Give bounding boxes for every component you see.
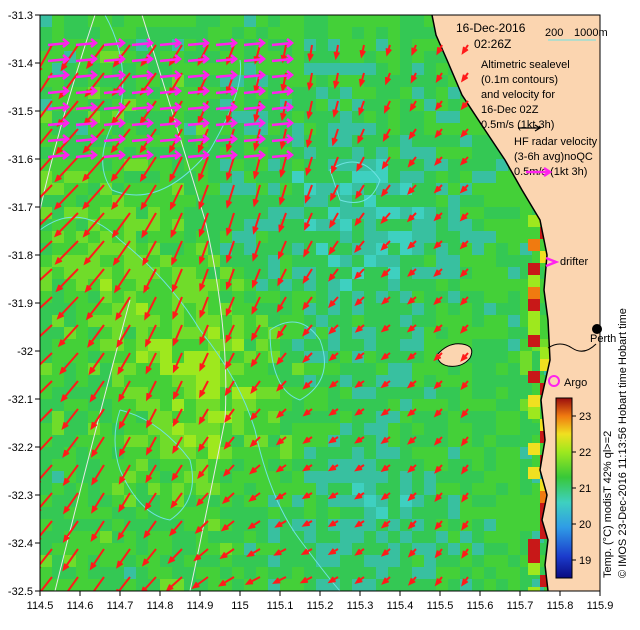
legend-argo: Argo bbox=[564, 377, 587, 389]
legend-altimetry-line-2: (0.1m contours) bbox=[481, 74, 558, 86]
x-tick-label: 114.5 bbox=[27, 600, 54, 612]
y-tick-label: -31.9 bbox=[8, 298, 33, 310]
y-tick-label: -31.4 bbox=[8, 58, 33, 70]
argo-marker bbox=[548, 375, 560, 387]
place-hobart-time: Hobart time bbox=[617, 308, 629, 365]
colorbar-tick-label: 20 bbox=[579, 519, 591, 531]
legend-hf-line-2: (3-6h avg)noQC bbox=[514, 151, 593, 163]
legend-altimetry-line-4: 16-Dec 02Z bbox=[481, 104, 539, 116]
x-axis: 114.5 114.6 114.7 114.8 114.9 115 115.1 115.2 11… bbox=[27, 591, 614, 612]
x-tick-label: 115.7 bbox=[507, 600, 534, 612]
colorbar-tick-label: 19 bbox=[579, 555, 591, 567]
colorbar-tick-label: 21 bbox=[579, 483, 591, 495]
legend: Altimetric sealevel (0.1m contours) and … bbox=[481, 59, 598, 389]
x-tick-label: 115.6 bbox=[467, 600, 494, 612]
legend-altimetry-line-5: 0.5m/s (1kt 3h) bbox=[481, 119, 554, 131]
x-tick-label: 115.9 bbox=[587, 600, 614, 612]
y-tick-label: -31.7 bbox=[8, 202, 33, 214]
y-tick-label: -32.2 bbox=[8, 442, 33, 454]
y-tick-label: -32.3 bbox=[8, 490, 33, 502]
colorbar-caption: Temp. (°C) modisT 42% ql>=2 bbox=[602, 431, 614, 578]
x-tick-label: 115.3 bbox=[347, 600, 374, 612]
map-date: 16-Dec-2016 bbox=[456, 21, 526, 35]
y-tick-label: -32 bbox=[17, 346, 33, 358]
credit-text: © IMOS 23-Dec-2016 11:13:56 Hobart time bbox=[617, 367, 629, 578]
legend-altimetry-line-1: Altimetric sealevel bbox=[481, 59, 570, 71]
legend-altimetry-arrow-icon bbox=[518, 124, 542, 132]
map-time: 02:26Z bbox=[474, 37, 511, 51]
hf-radar-arrows bbox=[47, 38, 295, 160]
bathy-legend-1000: 1000m bbox=[574, 27, 608, 39]
y-tick-label: -32.1 bbox=[8, 394, 33, 406]
legend-hf-arrow-icon bbox=[526, 166, 553, 178]
x-tick-label: 115.8 bbox=[547, 600, 574, 612]
x-tick-label: 114.8 bbox=[147, 600, 174, 612]
y-tick-label: -31.5 bbox=[8, 106, 33, 118]
sealevel-contours bbox=[40, 15, 381, 591]
x-tick-label: 114.7 bbox=[107, 600, 134, 612]
colorbar-tick-label: 22 bbox=[579, 447, 591, 459]
bathy-legend-200: 200 bbox=[545, 27, 563, 39]
legend-hf-line-1: HF radar velocity bbox=[514, 136, 598, 148]
x-tick-label: 115.5 bbox=[427, 600, 454, 612]
y-tick-label: -32.5 bbox=[8, 586, 33, 598]
y-tick-label: -31.3 bbox=[8, 10, 33, 22]
x-tick-label: 115 bbox=[231, 600, 249, 612]
rottnest-island bbox=[436, 343, 473, 367]
x-tick-label: 115.4 bbox=[387, 600, 414, 612]
swan-river bbox=[547, 343, 597, 352]
y-tick-label: -31.6 bbox=[8, 154, 33, 166]
colorbar-scale bbox=[555, 397, 573, 579]
altimetry-velocity-arrows bbox=[40, 44, 469, 591]
x-tick-label: 115.1 bbox=[267, 600, 294, 612]
colorbar: 23 22 21 20 19 Temp. (°C) modisT 42% ql>=2 ©… bbox=[555, 367, 629, 579]
colorbar-tick-label: 23 bbox=[579, 411, 591, 423]
legend-drifter: drifter bbox=[560, 256, 588, 268]
x-tick-label: 114.9 bbox=[187, 600, 214, 612]
legend-altimetry-line-3: and velocity for bbox=[481, 89, 555, 101]
x-tick-label: 114.6 bbox=[67, 600, 94, 612]
drifter-icon bbox=[545, 256, 560, 268]
y-tick-label: -31.8 bbox=[8, 250, 33, 262]
x-tick-label: 115.2 bbox=[307, 600, 334, 612]
y-tick-label: -32.4 bbox=[8, 538, 33, 550]
place-perth: Perth bbox=[590, 333, 616, 345]
y-axis: -31.3 -31.4 -31.5 -31.6 -31.7 -31.8 -31.9 -32 -3… bbox=[8, 10, 40, 598]
